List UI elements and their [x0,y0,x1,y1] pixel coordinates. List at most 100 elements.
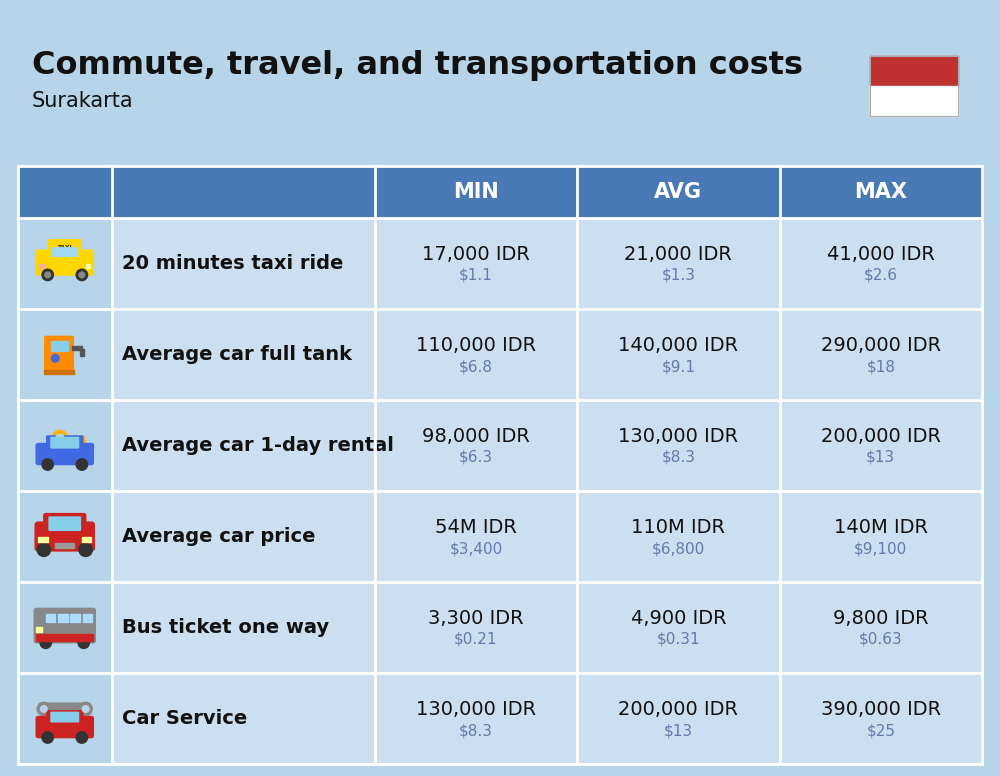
Text: 290,000 IDR: 290,000 IDR [821,336,941,355]
Text: 9,800 IDR: 9,800 IDR [833,609,929,628]
Text: $2.6: $2.6 [864,268,898,283]
Text: Average car full tank: Average car full tank [122,345,352,364]
FancyBboxPatch shape [49,517,80,530]
FancyBboxPatch shape [51,712,79,722]
Text: 200,000 IDR: 200,000 IDR [821,427,941,446]
Circle shape [76,459,88,470]
Text: TAXI: TAXI [57,245,72,250]
Bar [82,440,85,442]
Text: $13: $13 [664,723,693,738]
Bar [18,309,112,400]
Text: 130,000 IDR: 130,000 IDR [416,700,536,719]
Text: Average car price: Average car price [122,527,315,546]
Bar [72,346,82,350]
Bar [65,436,84,440]
Bar [80,348,84,356]
Bar [870,56,958,86]
FancyBboxPatch shape [44,514,86,531]
Text: 98,000 IDR: 98,000 IDR [422,427,530,446]
Text: Surakarta: Surakarta [32,91,134,111]
Text: 20 minutes taxi ride: 20 minutes taxi ride [122,254,343,273]
Bar [18,582,112,673]
Circle shape [42,269,53,281]
Bar [44,369,74,373]
Text: $8.3: $8.3 [459,723,493,738]
Text: 140M IDR: 140M IDR [834,518,928,537]
FancyBboxPatch shape [36,250,93,275]
Circle shape [78,637,89,649]
FancyBboxPatch shape [36,716,93,738]
Circle shape [79,702,92,715]
Text: $1.1: $1.1 [459,268,493,283]
Bar [18,166,982,218]
FancyBboxPatch shape [34,608,95,643]
FancyBboxPatch shape [52,248,78,256]
Bar [58,614,68,622]
Circle shape [51,355,59,362]
Text: 17,000 IDR: 17,000 IDR [422,245,530,264]
Bar [18,491,982,582]
Bar [36,626,42,632]
Bar [70,614,80,622]
Text: $6,800: $6,800 [652,541,705,556]
Text: $1.3: $1.3 [661,268,695,283]
Bar [86,264,90,268]
FancyBboxPatch shape [47,436,83,449]
Bar [82,536,91,542]
FancyBboxPatch shape [35,522,94,551]
Bar [83,614,92,622]
Bar [870,56,958,116]
Circle shape [37,543,51,556]
Text: 140,000 IDR: 140,000 IDR [618,336,738,355]
Circle shape [45,272,51,278]
Text: 200,000 IDR: 200,000 IDR [618,700,738,719]
Text: $9,100: $9,100 [854,541,907,556]
Text: 4,900 IDR: 4,900 IDR [631,609,726,628]
Bar [36,634,93,641]
Bar [53,244,76,250]
Text: Bus ticket one way: Bus ticket one way [122,618,329,637]
Bar [55,543,74,548]
FancyBboxPatch shape [49,240,81,255]
Text: 110M IDR: 110M IDR [631,518,725,537]
Circle shape [41,705,47,712]
Bar [39,264,44,268]
Bar [18,218,112,309]
Bar [38,536,48,542]
Text: AVG: AVG [654,182,702,202]
Text: $18: $18 [866,359,895,374]
Text: 130,000 IDR: 130,000 IDR [618,427,738,446]
Bar [51,341,68,351]
Text: 3,300 IDR: 3,300 IDR [428,609,524,628]
FancyBboxPatch shape [51,438,79,448]
Bar [18,309,982,400]
FancyBboxPatch shape [36,444,93,465]
Text: 390,000 IDR: 390,000 IDR [821,700,941,719]
FancyBboxPatch shape [39,703,91,714]
Text: $0.21: $0.21 [454,632,498,647]
Text: $8.3: $8.3 [661,450,695,465]
Bar [18,400,982,491]
Circle shape [52,431,68,445]
Text: MIN: MIN [453,182,499,202]
Bar [870,86,958,116]
Bar [18,491,112,582]
FancyBboxPatch shape [45,337,73,372]
Text: $6.8: $6.8 [459,359,493,374]
Circle shape [42,459,53,470]
Bar [46,614,55,622]
Text: $13: $13 [866,450,895,465]
Circle shape [40,637,51,649]
Text: Average car 1-day rental: Average car 1-day rental [122,436,393,455]
Text: Car Service: Car Service [122,709,247,728]
Text: 110,000 IDR: 110,000 IDR [416,336,536,355]
Circle shape [82,705,89,712]
Circle shape [37,702,51,715]
Circle shape [79,272,85,278]
Circle shape [76,732,88,743]
Text: Commute, travel, and transportation costs: Commute, travel, and transportation cost… [32,50,803,81]
Circle shape [56,434,64,442]
Text: $25: $25 [866,723,895,738]
Text: $9.1: $9.1 [661,359,695,374]
Bar [18,218,982,309]
